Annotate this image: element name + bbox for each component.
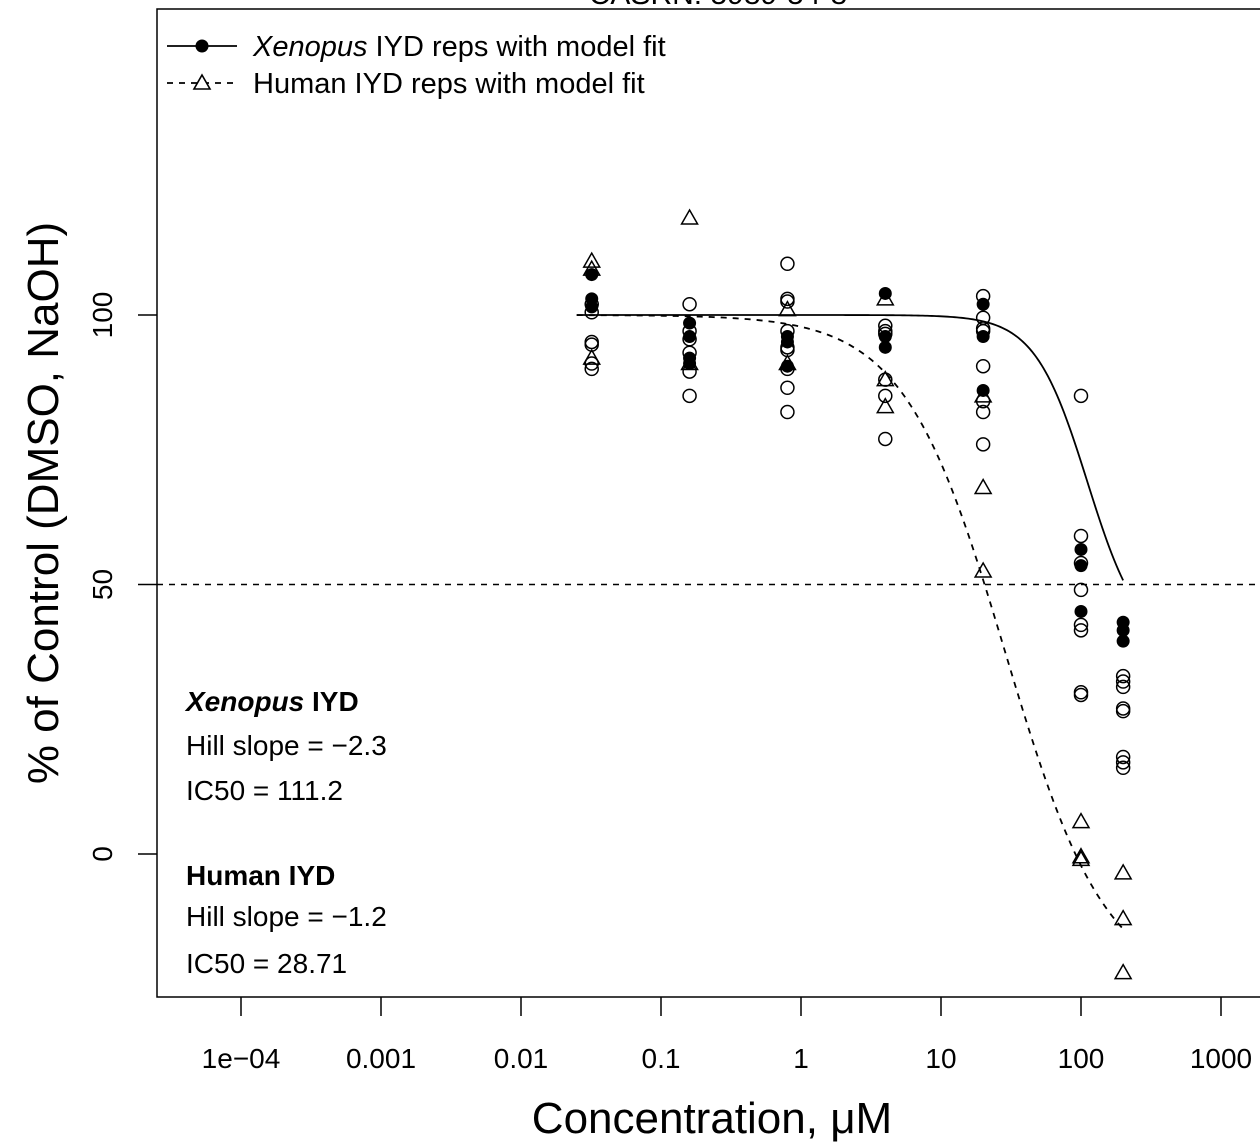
human-point-0 (582, 251, 602, 268)
x-tick-label-1: 0.001 (346, 1043, 416, 1074)
x-tick-label-2: 0.01 (494, 1043, 549, 1074)
replicate-point-45 (1115, 679, 1131, 695)
xenopus-point-16 (1074, 542, 1088, 556)
legend-marker-xenopus (195, 39, 209, 53)
xenopus-point-12 (878, 340, 892, 354)
replicate-point-20 (780, 404, 795, 420)
replicate-point-18 (780, 361, 795, 377)
human-point-18 (1113, 963, 1133, 980)
x-axis-label: Concentration, μM (532, 1094, 892, 1143)
human-point-16 (1113, 863, 1133, 880)
x-tick-label-4: 1 (793, 1043, 809, 1074)
human-point-17 (1113, 909, 1133, 926)
replicate-point-23 (878, 326, 893, 342)
human-point-1 (582, 259, 602, 276)
human-point-4 (680, 353, 699, 371)
replicate-point-24 (878, 372, 893, 387)
fit-curve-xenopus (576, 314, 1124, 581)
human-point-3 (680, 208, 699, 225)
replicate-point-30 (975, 323, 991, 339)
legend-marker-human (192, 73, 212, 90)
x-tick-label-3: 0.1 (642, 1043, 681, 1074)
xenopus-annotation-title: Xenopus IYD (184, 686, 359, 717)
legend: Xenopus IYD reps with model fit Human IY… (167, 31, 666, 100)
human-point-5 (778, 300, 797, 317)
fit-curve-human (576, 314, 1124, 930)
replicate-point-27 (975, 288, 991, 304)
x-tick-label-6: 100 (1058, 1043, 1105, 1074)
replicate-point-0 (584, 296, 599, 312)
replicate-point-21 (878, 318, 893, 334)
replicate-point-36 (1073, 528, 1089, 544)
xenopus-point-18 (1074, 604, 1088, 618)
replicate-point-3 (584, 337, 599, 352)
replicate-point-15 (780, 323, 795, 339)
replicate-point-25 (878, 388, 893, 404)
x-tick-label-7: 1000 (1190, 1043, 1252, 1074)
replicate-point-4 (584, 356, 599, 371)
replicate-point-19 (780, 380, 795, 396)
replicate-point-48 (1115, 749, 1131, 765)
human-point-9 (875, 397, 895, 414)
human-point-14 (1071, 847, 1091, 864)
replicate-point-14 (780, 294, 795, 309)
replicate-point-11 (682, 388, 697, 404)
replicate-point-49 (1115, 755, 1131, 770)
human-point-13 (1071, 812, 1091, 829)
human-point-7 (875, 289, 895, 306)
replicate-point-47 (1115, 703, 1131, 719)
replicate-point-6 (682, 296, 697, 312)
human-point-2 (582, 348, 602, 365)
legend-label-human: Human IYD reps with model fit (253, 68, 645, 100)
fit-annotations: Xenopus IYD Hill slope = −2.3 IC50 = 111… (184, 686, 387, 979)
replicate-point-10 (682, 364, 697, 379)
y-axis-label: % of Control (DMSO, NaOH) (19, 222, 68, 784)
xenopus-point-20 (1116, 623, 1130, 637)
human-hill-slope: Hill slope = −1.2 (186, 901, 387, 932)
replicate-point-50 (1115, 760, 1131, 776)
replicate-point-39 (1073, 617, 1089, 633)
replicate-point-33 (975, 404, 991, 420)
x-tick-label-5: 10 (925, 1043, 956, 1074)
human-annotation-title: Human IYD (186, 860, 335, 891)
replicate-point-32 (975, 393, 991, 409)
replicate-point-44 (1115, 674, 1131, 689)
y-tick-label-1: 50 (87, 569, 118, 600)
legend-label-xenopus: Xenopus IYD reps with model fit (252, 31, 666, 63)
human-point-10 (973, 386, 993, 403)
replicate-point-5 (584, 361, 599, 377)
xenopus-ic50: IC50 = 111.2 (186, 775, 343, 806)
replicate-point-38 (1073, 582, 1089, 598)
replicate-point-9 (682, 345, 697, 360)
human-point-11 (973, 477, 993, 495)
xenopus-hill-slope: Hill slope = −2.3 (186, 730, 387, 761)
replicate-point-26 (878, 431, 893, 447)
y-tick-label-0: 0 (87, 846, 118, 862)
xenopus-point-21 (1116, 634, 1130, 648)
replicate-point-34 (975, 437, 991, 452)
replicate-point-35 (1073, 388, 1089, 404)
replicate-point-12 (780, 256, 795, 272)
plot-frame (156, 8, 1260, 998)
replicate-point-7 (682, 323, 697, 339)
replicate-point-42 (1073, 687, 1089, 703)
replicate-point-43 (1115, 668, 1131, 684)
y-tick-label-2: 100 (87, 292, 118, 339)
chart-title: CASRN: 5989-54-8 (589, 0, 847, 11)
human-point-6 (778, 353, 797, 371)
human-ic50: IC50 = 28.71 (186, 948, 347, 979)
replicate-point-1 (584, 305, 599, 320)
human-point-15 (1071, 849, 1091, 867)
human-point-12 (973, 561, 993, 578)
replicate-point-17 (780, 342, 795, 358)
replicate-point-40 (1073, 623, 1089, 638)
replicate-point-31 (975, 358, 991, 374)
x-tick-label-0: 1e−04 (202, 1043, 281, 1074)
replicate-point-37 (1073, 555, 1089, 571)
